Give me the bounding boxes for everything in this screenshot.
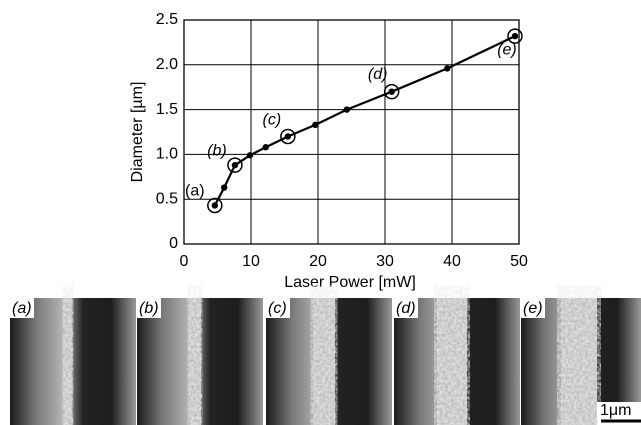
annotation: (b) bbox=[207, 142, 227, 159]
micrograph-texture bbox=[313, 298, 335, 425]
x-tick-label: 0 bbox=[180, 253, 189, 270]
micrograph: (c) bbox=[266, 298, 392, 425]
annotation: (e) bbox=[497, 41, 517, 58]
y-axis-title: Diameter [µm] bbox=[129, 82, 146, 183]
plot-frame bbox=[183, 19, 520, 245]
scale-bg bbox=[597, 402, 641, 425]
data-point bbox=[284, 133, 292, 140]
label-bg bbox=[521, 298, 545, 318]
data-point bbox=[444, 65, 451, 72]
micrograph: (a) bbox=[10, 298, 136, 425]
micrograph: (b) bbox=[137, 298, 263, 425]
y-tick-label: 0.5 bbox=[156, 190, 178, 207]
data-point bbox=[246, 152, 254, 159]
panel-label: (a) bbox=[12, 300, 32, 317]
highlight-ring bbox=[280, 128, 296, 145]
x-tick-label: 20 bbox=[309, 253, 327, 270]
scale-bar-label: 1μm bbox=[600, 402, 631, 419]
y-tick-label: 2.5 bbox=[156, 11, 178, 28]
data-point bbox=[388, 88, 395, 95]
data-point bbox=[312, 121, 319, 129]
data-point bbox=[211, 202, 219, 209]
y-tick-label: 2.0 bbox=[156, 56, 178, 73]
x-tick-label: 30 bbox=[376, 253, 394, 270]
data-point bbox=[231, 161, 239, 169]
annotation: (d) bbox=[368, 66, 388, 83]
label-bg bbox=[266, 298, 290, 318]
highlight-ring bbox=[507, 28, 523, 44]
micrograph: (d) bbox=[394, 298, 520, 425]
panel-label: (b) bbox=[139, 300, 159, 317]
annotation: (a) bbox=[185, 183, 205, 200]
data-point bbox=[262, 144, 269, 151]
panel-label: (e) bbox=[523, 300, 543, 317]
y-tick-label: 1.5 bbox=[156, 101, 178, 118]
micrograph-texture bbox=[437, 298, 467, 425]
y-tick-label: 0 bbox=[169, 235, 178, 252]
annotation: (c) bbox=[263, 112, 282, 129]
panel-label: (c) bbox=[268, 300, 287, 317]
y-tick-label: 1.0 bbox=[156, 146, 178, 163]
x-tick-label: 40 bbox=[443, 253, 461, 270]
data-point bbox=[511, 32, 519, 40]
highlight-ring bbox=[207, 197, 223, 214]
x-axis-title: Laser Power [mW] bbox=[284, 274, 416, 291]
label-bg bbox=[394, 298, 418, 318]
x-tick-label: 10 bbox=[242, 253, 260, 270]
data-line bbox=[213, 35, 516, 206]
data-point bbox=[221, 184, 228, 191]
data-point bbox=[343, 106, 351, 113]
highlight-ring bbox=[383, 83, 400, 100]
label-bg bbox=[137, 298, 161, 318]
label-bg bbox=[10, 298, 34, 318]
highlight-ring bbox=[227, 157, 243, 173]
x-tick-label: 50 bbox=[510, 253, 528, 270]
micrograph-texture bbox=[561, 298, 597, 425]
micrograph-texture bbox=[189, 298, 201, 425]
micrograph-texture bbox=[63, 298, 73, 425]
micrograph-bg bbox=[10, 298, 136, 425]
panel-label: (d) bbox=[396, 300, 416, 317]
